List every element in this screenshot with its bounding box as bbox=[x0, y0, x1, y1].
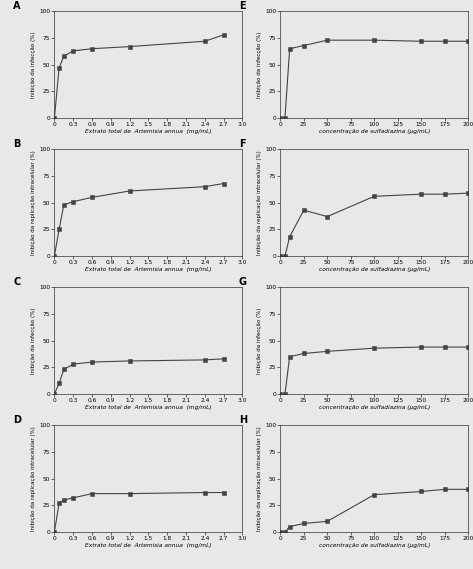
Text: E: E bbox=[239, 1, 245, 11]
X-axis label: concentração de sulfadiazina (µg/mL): concentração de sulfadiazina (µg/mL) bbox=[319, 543, 430, 549]
Text: C: C bbox=[13, 277, 20, 287]
Text: H: H bbox=[239, 415, 247, 424]
Text: B: B bbox=[13, 139, 20, 149]
X-axis label: Extrato total de  Artemisia annua  (mg/mL): Extrato total de Artemisia annua (mg/mL) bbox=[85, 267, 212, 273]
X-axis label: concentração de sulfadiazina (µg/mL): concentração de sulfadiazina (µg/mL) bbox=[319, 129, 430, 134]
Y-axis label: Inibição da replicação intracelular (%): Inibição da replicação intracelular (%) bbox=[31, 150, 36, 255]
Text: D: D bbox=[13, 415, 21, 424]
X-axis label: Extrato total de  Artemisia annua  (mg/mL): Extrato total de Artemisia annua (mg/mL) bbox=[85, 405, 212, 410]
Y-axis label: Inibição da infecção (%): Inibição da infecção (%) bbox=[257, 307, 262, 374]
Y-axis label: Inibição da infecção (%): Inibição da infecção (%) bbox=[31, 31, 36, 98]
Text: G: G bbox=[239, 277, 247, 287]
X-axis label: Extrato total de  Artemisia annua  (mg/mL): Extrato total de Artemisia annua (mg/mL) bbox=[85, 129, 212, 134]
Y-axis label: Inibição da infecção (%): Inibição da infecção (%) bbox=[257, 31, 262, 98]
X-axis label: Extrato total de  Artemisia annua  (mg/mL): Extrato total de Artemisia annua (mg/mL) bbox=[85, 543, 212, 549]
X-axis label: concentração de sulfadiazina (µg/mL): concentração de sulfadiazina (µg/mL) bbox=[319, 405, 430, 410]
Text: F: F bbox=[239, 139, 245, 149]
Text: A: A bbox=[13, 1, 20, 11]
X-axis label: concentração de sulfadiazina (µg/mL): concentração de sulfadiazina (µg/mL) bbox=[319, 267, 430, 273]
Y-axis label: Inibição da infecção (%): Inibição da infecção (%) bbox=[31, 307, 36, 374]
Y-axis label: Inibição da replicação intracelular (%): Inibição da replicação intracelular (%) bbox=[31, 426, 36, 531]
Y-axis label: Inibição da replicação intracelular (%): Inibição da replicação intracelular (%) bbox=[257, 426, 262, 531]
Y-axis label: Inibição da replicação intracelular (%): Inibição da replicação intracelular (%) bbox=[257, 150, 262, 255]
